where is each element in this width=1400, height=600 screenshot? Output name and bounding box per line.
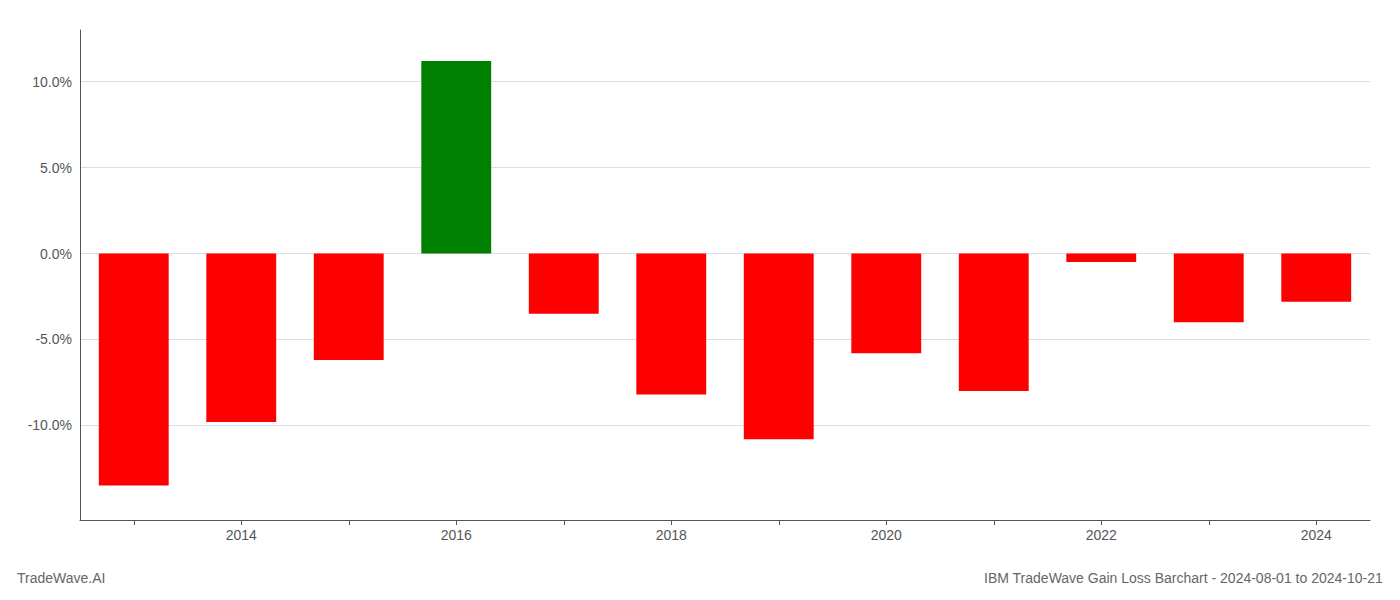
svg-text:2022: 2022 (1086, 527, 1117, 543)
svg-text:10.0%: 10.0% (32, 74, 72, 90)
svg-text:0.0%: 0.0% (40, 246, 72, 262)
svg-text:-10.0%: -10.0% (28, 417, 72, 433)
svg-text:-5.0%: -5.0% (35, 331, 72, 347)
svg-text:2016: 2016 (441, 527, 472, 543)
svg-text:IBM TradeWave Gain Loss Barcha: IBM TradeWave Gain Loss Barchart - 2024-… (984, 570, 1383, 586)
svg-text:2014: 2014 (226, 527, 257, 543)
svg-text:2018: 2018 (656, 527, 687, 543)
svg-text:2024: 2024 (1301, 527, 1332, 543)
svg-text:TradeWave.AI: TradeWave.AI (17, 570, 105, 586)
svg-text:2020: 2020 (871, 527, 902, 543)
svg-text:5.0%: 5.0% (40, 160, 72, 176)
